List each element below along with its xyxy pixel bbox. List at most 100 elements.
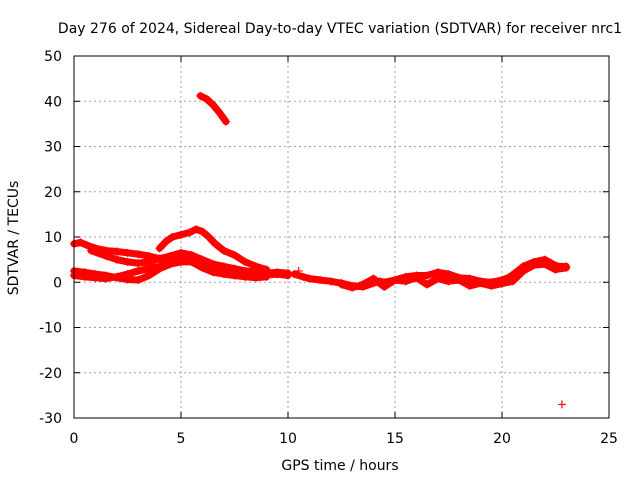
data-point-marker — [465, 274, 474, 283]
data-point-marker — [219, 270, 228, 279]
data-point-marker — [187, 257, 196, 266]
data-point-marker — [166, 252, 175, 261]
y-tick-label: -20 — [39, 366, 62, 382]
data-point-marker — [91, 273, 100, 282]
data-point-marker — [112, 255, 121, 264]
data-point-marker — [87, 246, 96, 255]
data-point-marker — [444, 270, 453, 279]
data-point-marker — [155, 262, 164, 271]
x-tick-label: 5 — [177, 431, 186, 447]
data-point-marker — [221, 117, 230, 126]
y-tick-label: 10 — [44, 230, 62, 246]
outlier-point-marker — [294, 266, 303, 275]
data-point-marker — [177, 248, 185, 257]
data-point-marker — [530, 261, 539, 270]
data-point-marker — [476, 279, 485, 288]
data-point-marker — [191, 225, 200, 234]
data-point-marker — [273, 270, 282, 279]
data-point-marker — [251, 273, 260, 282]
y-axis-label: SDTVAR / TECUs — [6, 181, 22, 296]
data-point-marker — [177, 257, 185, 266]
data-point-marker — [80, 272, 89, 281]
y-tick-label: -10 — [39, 321, 62, 337]
data-point-marker — [540, 260, 549, 269]
outlier-point-marker — [557, 400, 566, 409]
data-point-marker — [209, 100, 218, 109]
x-tick-label: 0 — [70, 431, 79, 447]
data-point-marker — [112, 247, 121, 256]
data-point-marker — [76, 238, 85, 247]
data-point-marker — [337, 280, 346, 289]
data-point-marker — [134, 266, 143, 275]
data-point-marker — [155, 254, 164, 263]
data-point-marker — [177, 230, 185, 239]
series-band-track-h — [338, 260, 570, 292]
data-point-marker — [82, 241, 91, 250]
data-point-marker — [219, 246, 228, 255]
data-point-marker — [290, 270, 299, 279]
data-point-marker — [102, 274, 111, 283]
x-tick-label: 25 — [600, 431, 618, 447]
data-point-marker — [112, 272, 121, 281]
y-tick-label: 20 — [44, 185, 62, 201]
data-point-marker — [305, 274, 314, 283]
data-point-marker — [444, 277, 453, 286]
grid-lines — [74, 56, 609, 418]
data-point-marker — [123, 270, 132, 279]
x-tick-label: 10 — [279, 431, 297, 447]
data-point-marker — [168, 233, 177, 241]
data-point-marker — [455, 275, 464, 284]
data-point-marker — [211, 239, 220, 248]
data-point-marker — [284, 271, 292, 280]
data-point-marker — [251, 262, 260, 271]
data-point-marker — [102, 252, 111, 261]
data-point-marker — [519, 266, 528, 275]
data-point-marker — [166, 260, 175, 269]
axis-ticks: 0 5 10 15 20 25 -30 -20 -10 0 10 20 30 40 50 — [39, 49, 618, 447]
data-point-marker — [358, 280, 367, 289]
data-point-marker — [380, 282, 389, 291]
x-axis-label: GPS time / hours — [281, 458, 398, 474]
data-point-marker — [298, 272, 307, 281]
data-point-marker — [144, 257, 153, 266]
data-point-marker — [144, 264, 153, 273]
data-point-marker — [198, 227, 207, 236]
y-tick-label: 0 — [53, 275, 62, 291]
data-point-marker — [215, 108, 224, 117]
data-point-marker — [241, 272, 250, 281]
data-point-marker — [498, 279, 506, 288]
data-point-marker — [196, 91, 205, 100]
data-point-marker — [162, 237, 171, 246]
data-point-marker — [433, 274, 442, 283]
data-point-marker — [155, 244, 164, 253]
data-point-marker — [401, 277, 410, 286]
y-tick-label: -30 — [39, 411, 62, 427]
data-point-marker — [230, 271, 239, 280]
data-point-marker — [198, 263, 207, 272]
data-point-marker — [423, 280, 432, 289]
data-point-marker — [144, 271, 153, 280]
y-tick-label: 30 — [44, 140, 62, 156]
data-point-marker — [369, 274, 378, 283]
data-point-marker — [123, 257, 132, 266]
data-point-marker — [391, 275, 399, 284]
data-point-marker — [185, 228, 194, 237]
data-point-marker — [562, 263, 571, 272]
data-point-marker — [230, 251, 239, 260]
x-tick-label: 20 — [493, 431, 511, 447]
data-point-marker — [465, 281, 474, 290]
data-point-marker — [348, 283, 357, 292]
data-point-marker — [134, 275, 143, 284]
data-point-marker — [134, 250, 143, 259]
data-point-marker — [204, 233, 213, 241]
data-point-marker — [134, 259, 143, 268]
data-point-marker — [551, 265, 560, 274]
x-tick-label: 15 — [386, 431, 404, 447]
data-series — [70, 91, 571, 409]
data-point-marker — [209, 268, 218, 277]
data-point-marker — [241, 257, 250, 266]
data-point-marker — [262, 272, 271, 281]
data-point-marker — [202, 94, 211, 103]
